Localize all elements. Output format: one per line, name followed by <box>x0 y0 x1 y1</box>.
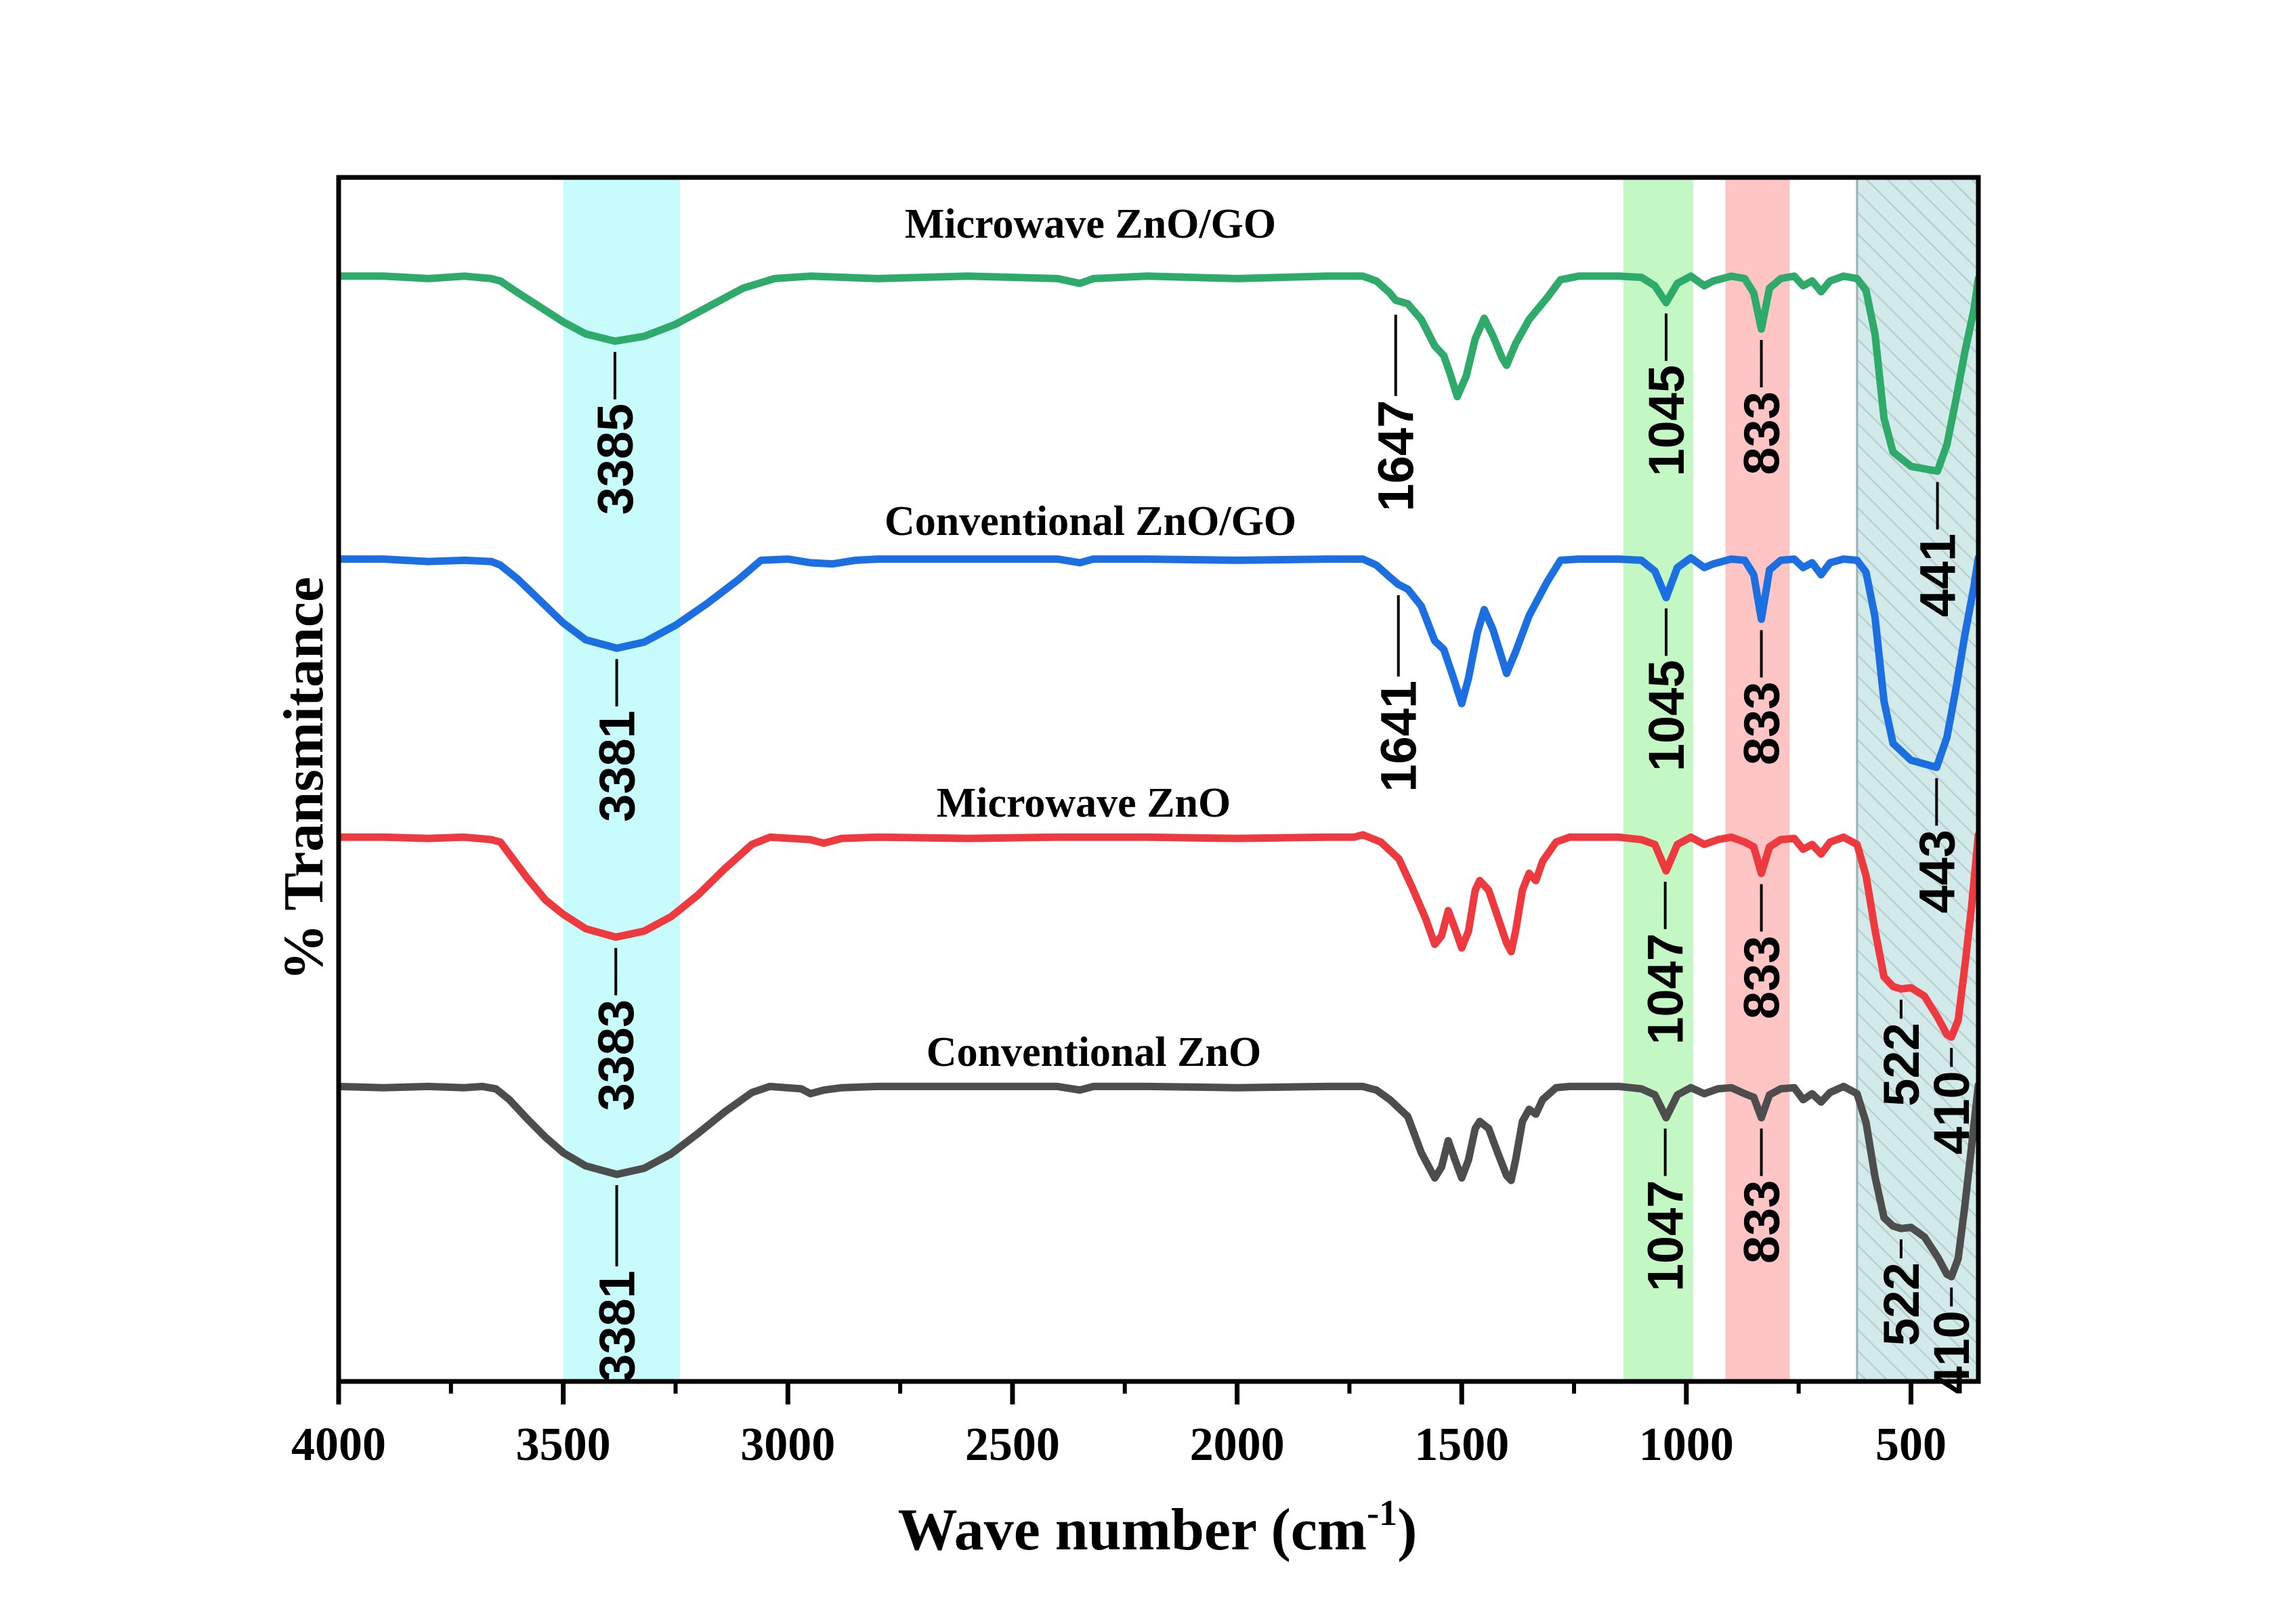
peak-label-15: 3381 <box>589 1185 645 1382</box>
x-axis-label-sup: -1 <box>1367 1492 1397 1533</box>
peak-label-17: 833 <box>1734 1128 1790 1264</box>
series-line-1 <box>339 554 1978 771</box>
peak-label-7: 1045 <box>1638 608 1695 772</box>
band-2 <box>1725 177 1790 1381</box>
x-tick-label: 1000 <box>1639 1419 1734 1471</box>
peak-label-text: 3381 <box>589 1270 645 1382</box>
x-axis-label-close: ) <box>1397 1497 1417 1563</box>
peak-label-text: 3385 <box>587 404 643 515</box>
peak-label-text: 443 <box>1909 830 1965 913</box>
x-tick-label: 2000 <box>1190 1419 1285 1471</box>
peak-label-text: 1641 <box>1371 681 1427 792</box>
peak-label-text: 1045 <box>1638 365 1695 477</box>
series-label-2: Microwave ZnO <box>937 780 1231 826</box>
x-tick-label: 2500 <box>965 1419 1060 1471</box>
series-labels: Microwave ZnO/GO Conventional ZnO/GO Micro… <box>885 201 1296 1075</box>
peak-label-text: 833 <box>1734 391 1790 475</box>
peak-label-16: 1047 <box>1638 1128 1694 1292</box>
series-line-0 <box>339 272 1978 475</box>
x-tick-label: 4000 <box>291 1419 386 1471</box>
x-tick-label: 500 <box>1875 1419 1947 1471</box>
peak-label-6: 1641 <box>1371 595 1427 792</box>
y-axis-label: % Transmitance <box>272 577 335 981</box>
peak-label-5: 3381 <box>589 659 645 822</box>
peak-label-text: 441 <box>1910 534 1966 617</box>
spectra <box>339 272 1978 1281</box>
peak-label-text: 833 <box>1734 1180 1790 1264</box>
peak-label-text: 410 <box>1923 1071 1980 1154</box>
plot-border <box>336 175 1981 1384</box>
series-label-3: Conventional ZnO <box>927 1029 1261 1075</box>
peak-annotations: 3385 1647 1045 833 441 3381 1641 1045 833 443 3383… <box>587 313 1980 1394</box>
peak-label-10: 3383 <box>588 947 644 1111</box>
plot-frame <box>336 175 1981 1384</box>
peak-label-4: 441 <box>1910 481 1966 617</box>
peak-label-text: 3381 <box>589 710 645 822</box>
series-label-0: Microwave ZnO/GO <box>905 201 1276 247</box>
band-0 <box>563 177 681 1381</box>
peak-label-8: 833 <box>1734 630 1790 765</box>
peak-label-11: 1047 <box>1638 882 1694 1045</box>
peak-label-9: 443 <box>1909 778 1965 914</box>
peak-label-text: 833 <box>1734 936 1790 1019</box>
peak-label-12: 833 <box>1734 884 1790 1019</box>
peak-label-text: 1047 <box>1638 933 1694 1045</box>
x-tick-label: 3000 <box>740 1419 835 1471</box>
peak-label-text: 833 <box>1734 682 1790 765</box>
series-line-3 <box>339 1081 1978 1281</box>
peak-label-1: 1647 <box>1368 314 1424 512</box>
peak-label-text: 522 <box>1873 1023 1930 1106</box>
peak-label-text: 1647 <box>1368 400 1424 512</box>
peak-label-14: 410 <box>1923 1048 1980 1155</box>
peak-label-text: 1047 <box>1638 1180 1694 1292</box>
peak-label-3: 833 <box>1734 340 1790 475</box>
series-line-2 <box>339 831 1978 1041</box>
series-label-1: Conventional ZnO/GO <box>885 498 1296 544</box>
peak-label-13: 522 <box>1873 1000 1930 1107</box>
peak-label-18: 522 <box>1873 1239 1930 1346</box>
peak-label-text: 3383 <box>588 1000 644 1111</box>
peak-label-text: 1045 <box>1638 660 1695 772</box>
peak-label-2: 1045 <box>1638 313 1695 477</box>
peak-label-0: 3385 <box>587 351 643 515</box>
x-axis-label: Wave number (cm-1) <box>898 1492 1418 1563</box>
x-tick-label: 3500 <box>516 1419 611 1471</box>
x-axis-label-main: Wave number (cm <box>898 1497 1367 1563</box>
peak-label-text: 522 <box>1873 1262 1930 1346</box>
x-tick-label: 1500 <box>1414 1419 1509 1471</box>
band-1 <box>1623 177 1693 1381</box>
x-axis: 4000 3500 3000 2500 2000 1500 1000 500 <box>291 1381 1947 1471</box>
